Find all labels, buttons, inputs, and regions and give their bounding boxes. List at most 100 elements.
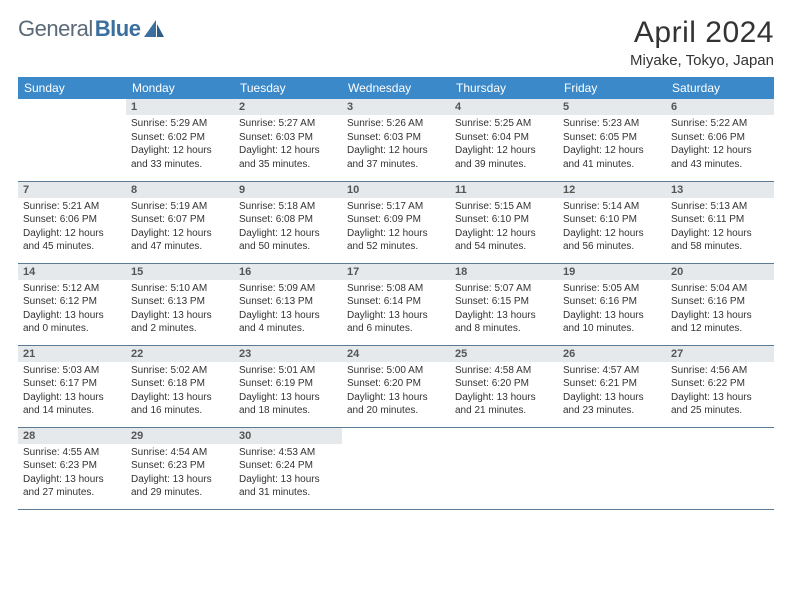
sunset-text: Sunset: 6:17 PM (23, 377, 121, 391)
day-details: Sunrise: 5:17 AMSunset: 6:09 PMDaylight:… (342, 198, 450, 258)
daylight-text: Daylight: 13 hours and 31 minutes. (239, 473, 337, 500)
sunrise-text: Sunrise: 5:18 AM (239, 200, 337, 214)
day-details: Sunrise: 5:14 AMSunset: 6:10 PMDaylight:… (558, 198, 666, 258)
day-number: 26 (558, 346, 666, 362)
sunrise-text: Sunrise: 5:07 AM (455, 282, 553, 296)
calendar-cell: 24Sunrise: 5:00 AMSunset: 6:20 PMDayligh… (342, 345, 450, 427)
sunset-text: Sunset: 6:12 PM (23, 295, 121, 309)
sunrise-text: Sunrise: 4:54 AM (131, 446, 229, 460)
daylight-text: Daylight: 12 hours and 54 minutes. (455, 227, 553, 254)
day-details: Sunrise: 4:56 AMSunset: 6:22 PMDaylight:… (666, 362, 774, 422)
day-details: Sunrise: 5:29 AMSunset: 6:02 PMDaylight:… (126, 115, 234, 175)
sunrise-text: Sunrise: 5:00 AM (347, 364, 445, 378)
calendar-cell: 4Sunrise: 5:25 AMSunset: 6:04 PMDaylight… (450, 99, 558, 181)
sunrise-text: Sunrise: 5:02 AM (131, 364, 229, 378)
daylight-text: Daylight: 12 hours and 45 minutes. (23, 227, 121, 254)
day-number: 25 (450, 346, 558, 362)
daylight-text: Daylight: 13 hours and 23 minutes. (563, 391, 661, 418)
daylight-text: Daylight: 12 hours and 37 minutes. (347, 144, 445, 171)
calendar-cell (450, 427, 558, 509)
day-details: Sunrise: 5:13 AMSunset: 6:11 PMDaylight:… (666, 198, 774, 258)
day-details: Sunrise: 4:57 AMSunset: 6:21 PMDaylight:… (558, 362, 666, 422)
day-details: Sunrise: 5:26 AMSunset: 6:03 PMDaylight:… (342, 115, 450, 175)
sunrise-text: Sunrise: 4:58 AM (455, 364, 553, 378)
sunset-text: Sunset: 6:16 PM (671, 295, 769, 309)
day-details: Sunrise: 5:05 AMSunset: 6:16 PMDaylight:… (558, 280, 666, 340)
sunset-text: Sunset: 6:13 PM (239, 295, 337, 309)
sunset-text: Sunset: 6:14 PM (347, 295, 445, 309)
daylight-text: Daylight: 13 hours and 14 minutes. (23, 391, 121, 418)
sunset-text: Sunset: 6:21 PM (563, 377, 661, 391)
calendar-cell: 15Sunrise: 5:10 AMSunset: 6:13 PMDayligh… (126, 263, 234, 345)
calendar-table: Sunday Monday Tuesday Wednesday Thursday… (18, 77, 774, 510)
day-details: Sunrise: 5:01 AMSunset: 6:19 PMDaylight:… (234, 362, 342, 422)
day-details: Sunrise: 5:03 AMSunset: 6:17 PMDaylight:… (18, 362, 126, 422)
location-label: Miyake, Tokyo, Japan (630, 52, 774, 69)
sunrise-text: Sunrise: 5:22 AM (671, 117, 769, 131)
day-number (558, 428, 666, 432)
calendar-cell: 28Sunrise: 4:55 AMSunset: 6:23 PMDayligh… (18, 427, 126, 509)
sunrise-text: Sunrise: 5:26 AM (347, 117, 445, 131)
sunrise-text: Sunrise: 4:56 AM (671, 364, 769, 378)
day-number (18, 99, 126, 103)
day-number: 18 (450, 264, 558, 280)
sunset-text: Sunset: 6:18 PM (131, 377, 229, 391)
sunset-text: Sunset: 6:16 PM (563, 295, 661, 309)
calendar-cell: 1Sunrise: 5:29 AMSunset: 6:02 PMDaylight… (126, 99, 234, 181)
calendar-cell: 2Sunrise: 5:27 AMSunset: 6:03 PMDaylight… (234, 99, 342, 181)
sunset-text: Sunset: 6:20 PM (455, 377, 553, 391)
daylight-text: Daylight: 12 hours and 33 minutes. (131, 144, 229, 171)
calendar-cell: 25Sunrise: 4:58 AMSunset: 6:20 PMDayligh… (450, 345, 558, 427)
day-details: Sunrise: 5:00 AMSunset: 6:20 PMDaylight:… (342, 362, 450, 422)
day-details: Sunrise: 5:15 AMSunset: 6:10 PMDaylight:… (450, 198, 558, 258)
sunset-text: Sunset: 6:10 PM (455, 213, 553, 227)
daylight-text: Daylight: 12 hours and 39 minutes. (455, 144, 553, 171)
daylight-text: Daylight: 13 hours and 27 minutes. (23, 473, 121, 500)
sunset-text: Sunset: 6:09 PM (347, 213, 445, 227)
sunrise-text: Sunrise: 5:14 AM (563, 200, 661, 214)
calendar-cell: 29 Sunrise: 4:54 AMSunset: 6:23 PMDayligh… (126, 427, 234, 509)
daylight-text: Daylight: 12 hours and 56 minutes. (563, 227, 661, 254)
calendar-cell: 9Sunrise: 5:18 AMSunset: 6:08 PMDaylight… (234, 181, 342, 263)
sunrise-text: Sunrise: 5:25 AM (455, 117, 553, 131)
day-number: 5 (558, 99, 666, 115)
sunrise-text: Sunrise: 5:27 AM (239, 117, 337, 131)
calendar-header-row: Sunday Monday Tuesday Wednesday Thursday… (18, 77, 774, 99)
sunset-text: Sunset: 6:20 PM (347, 377, 445, 391)
sunrise-text: Sunrise: 5:10 AM (131, 282, 229, 296)
calendar-cell: 30Sunrise: 4:53 AMSunset: 6:24 PMDayligh… (234, 427, 342, 509)
day-number: 15 (126, 264, 234, 280)
day-number: 22 (126, 346, 234, 362)
calendar-cell: 14Sunrise: 5:12 AMSunset: 6:12 PMDayligh… (18, 263, 126, 345)
daylight-text: Daylight: 12 hours and 35 minutes. (239, 144, 337, 171)
day-number: 14 (18, 264, 126, 280)
day-number: 1 (126, 99, 234, 115)
daylight-text: Daylight: 13 hours and 0 minutes. (23, 309, 121, 336)
daylight-text: Daylight: 13 hours and 6 minutes. (347, 309, 445, 336)
sunrise-text: Sunrise: 5:08 AM (347, 282, 445, 296)
sunset-text: Sunset: 6:23 PM (131, 459, 229, 473)
sunset-text: Sunset: 6:03 PM (347, 131, 445, 145)
daylight-text: Daylight: 13 hours and 8 minutes. (455, 309, 553, 336)
daylight-text: Daylight: 12 hours and 47 minutes. (131, 227, 229, 254)
calendar-cell: 5Sunrise: 5:23 AMSunset: 6:05 PMDaylight… (558, 99, 666, 181)
day-details: Sunrise: 4:53 AMSunset: 6:24 PMDaylight:… (234, 444, 342, 504)
sunrise-text: Sunrise: 5:09 AM (239, 282, 337, 296)
sunrise-text: Sunrise: 5:29 AM (131, 117, 229, 131)
day-details: Sunrise: 5:25 AMSunset: 6:04 PMDaylight:… (450, 115, 558, 175)
day-details: Sunrise: 5:04 AMSunset: 6:16 PMDaylight:… (666, 280, 774, 340)
day-details: Sunrise: 5:07 AMSunset: 6:15 PMDaylight:… (450, 280, 558, 340)
sunset-text: Sunset: 6:23 PM (23, 459, 121, 473)
weekday-sun: Sunday (18, 77, 126, 99)
day-details: Sunrise: 5:18 AMSunset: 6:08 PMDaylight:… (234, 198, 342, 258)
daylight-text: Daylight: 13 hours and 12 minutes. (671, 309, 769, 336)
daylight-text: Daylight: 13 hours and 29 minutes. (131, 473, 229, 500)
day-number: 3 (342, 99, 450, 115)
day-number: 29 (126, 428, 234, 444)
weekday-sat: Saturday (666, 77, 774, 99)
day-details: Sunrise: 5:23 AMSunset: 6:05 PMDaylight:… (558, 115, 666, 175)
calendar-cell (18, 99, 126, 181)
weekday-wed: Wednesday (342, 77, 450, 99)
calendar-cell (558, 427, 666, 509)
calendar-cell: 22Sunrise: 5:02 AMSunset: 6:18 PMDayligh… (126, 345, 234, 427)
